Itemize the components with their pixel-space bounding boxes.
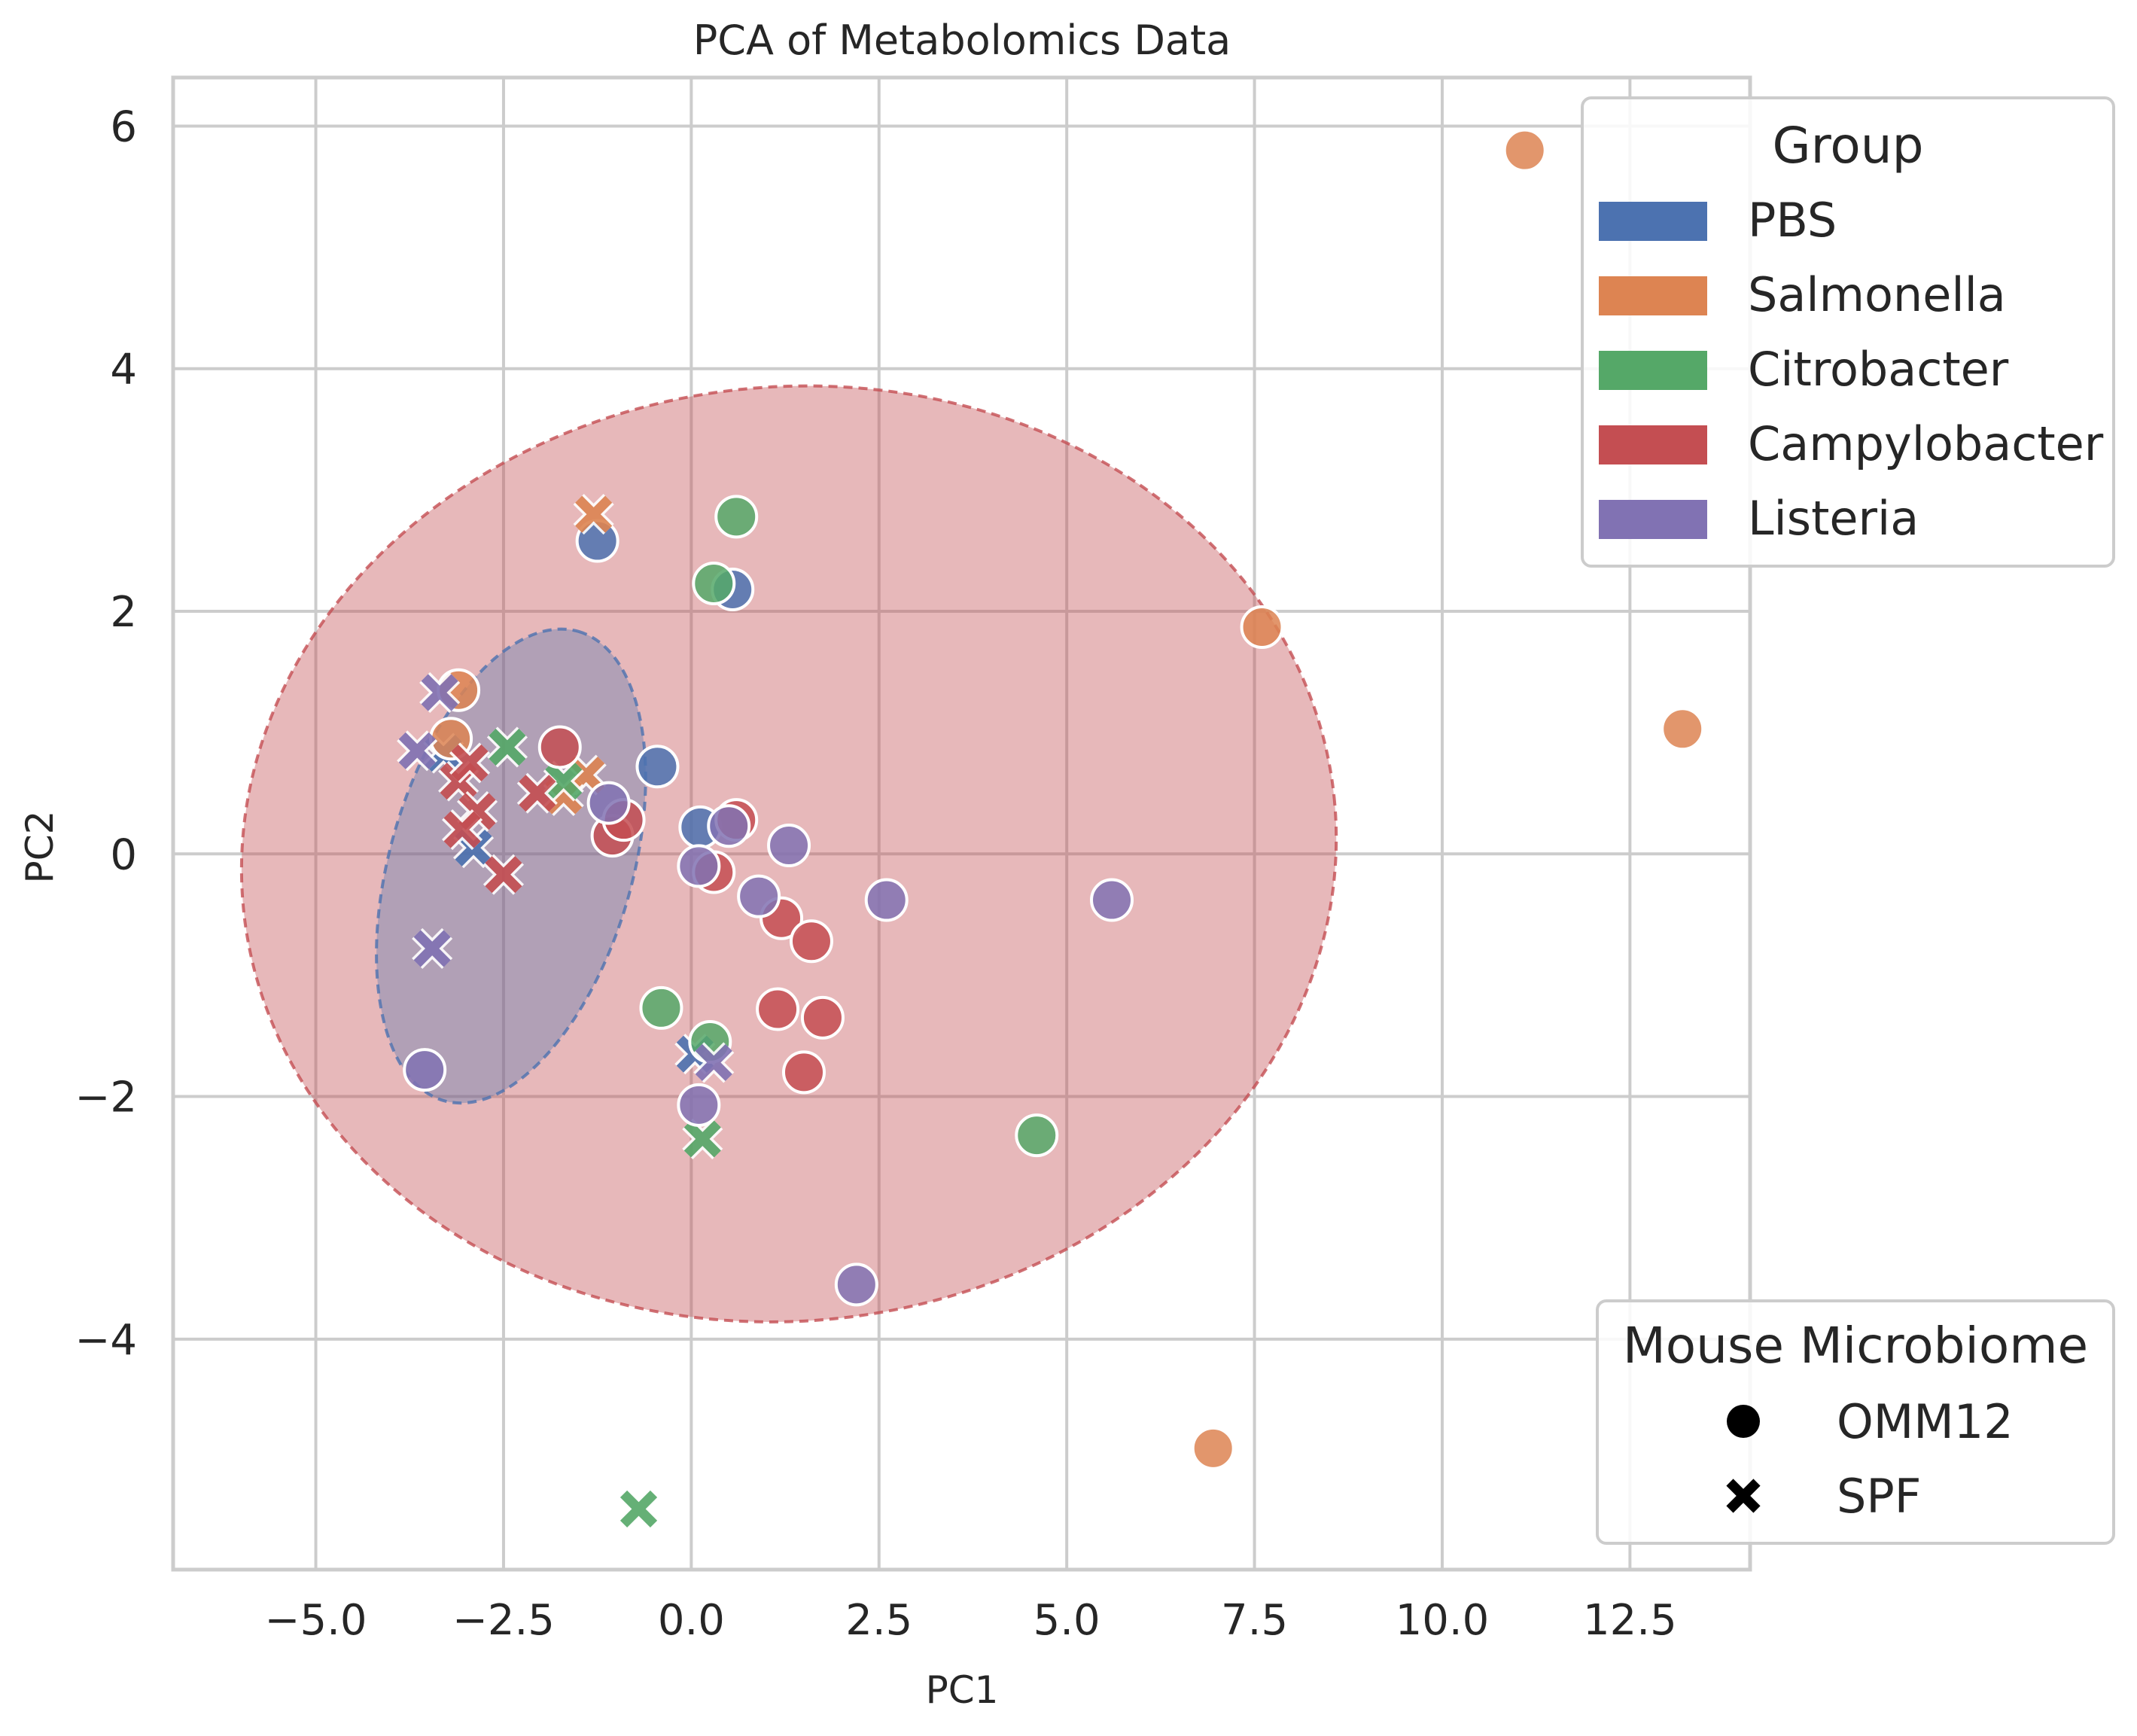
point-campylobacter-spf [516,772,558,814]
x-tick-label: −2.5 [452,1596,555,1645]
legend-swatch-listeria [1599,500,1707,539]
legend-swatch-citrobacter [1599,351,1707,390]
y-tick-label: 4 [110,346,137,394]
x-tick-label: 2.5 [845,1596,912,1645]
x-axis-label: PC1 [926,1668,999,1712]
point-citrobacter-omm12 [714,495,759,539]
point-campylobacter-spf [449,742,491,784]
microbiome-legend-title: Mouse Microbiome [1623,1317,2088,1375]
legend-label-spf: SPF [1837,1469,1921,1524]
point-campylobacter-omm12 [756,987,800,1031]
legend-label-omm12: OMM12 [1837,1394,2014,1449]
x-tick-label: 5.0 [1033,1596,1100,1645]
tick-labels: −5.0 −2.5 0.0 2.5 5.0 7.5 10.0 12.5 −4 −2 0 2 4 6 [75,102,1676,1645]
point-campylobacter-spf [442,809,483,851]
point-listeria-omm12 [834,1262,878,1307]
legend-x-icon [1726,1479,1761,1513]
legend-label-campylobacter: Campylobacter [1748,416,2104,471]
data-points [397,128,1705,1530]
x-tick-label: −5.0 [265,1596,367,1645]
legend-swatch-salmonella [1599,276,1707,315]
y-tick-label: −2 [75,1074,137,1122]
x-tick-label: 12.5 [1583,1596,1677,1645]
point-citrobacter-omm12 [692,561,736,605]
point-listeria-spf [397,730,438,772]
group-legend-title: Group [1773,117,1924,175]
point-salmonella-omm12 [1661,707,1705,751]
legend-swatch-pbs [1599,202,1707,241]
x-tick-label: 7.5 [1221,1596,1288,1645]
point-citrobacter-spf [486,726,528,768]
point-listeria-omm12 [677,1083,721,1127]
y-tick-label: 0 [110,830,137,879]
point-salmonella-spf [573,494,614,535]
point-campylobacter-omm12 [800,995,845,1040]
point-listeria-omm12 [586,781,631,825]
y-tick-label: 6 [110,102,137,151]
point-listeria-spf [693,1042,735,1083]
point-salmonella-omm12 [1240,605,1284,649]
microbiome-legend-box [1596,1299,2115,1545]
point-listeria-omm12 [864,878,909,922]
y-tick-label: 2 [110,588,137,637]
point-pbs-omm12 [635,745,680,789]
point-citrobacter-spf [682,1118,723,1160]
point-listeria-omm12 [707,804,751,848]
point-salmonella-omm12 [1191,1426,1235,1470]
y-axis-label: PC2 [18,811,62,884]
point-listeria-omm12 [1090,878,1134,922]
microbiome-legend: Mouse Microbiome OMM12 SPF [1596,1299,2115,1545]
x-tick-label: 10.0 [1396,1596,1490,1645]
legend-label-salmonella: Salmonella [1748,267,2006,322]
point-campylobacter-omm12 [789,919,833,964]
point-citrobacter-spf [543,760,584,802]
point-campylobacter-omm12 [782,1050,826,1095]
point-campylobacter-omm12 [537,725,582,769]
point-listeria-omm12 [403,1048,447,1092]
plot-frame [171,75,1752,1572]
legend-label-citrobacter: Citrobacter [1748,342,2009,397]
point-salmonella-omm12 [1502,128,1547,172]
point-citrobacter-spf [618,1488,659,1530]
point-listeria-omm12 [767,824,811,868]
legend-swatch-campylobacter [1599,425,1707,464]
legend-circle-icon [1727,1405,1760,1438]
point-citrobacter-omm12 [1015,1113,1059,1158]
point-listeria-omm12 [737,874,781,918]
group-legend-box [1581,96,2115,568]
x-tick-label: 0.0 [658,1596,725,1645]
point-listeria-spf [412,927,453,970]
y-tick-label: −4 [75,1316,137,1365]
chart-title: PCA of Metabolomics Data [693,17,1231,64]
group-legend: Group PBS Salmonella Citrobacter Campylobac… [1581,96,2115,568]
legend-label-pbs: PBS [1748,193,1837,248]
point-citrobacter-omm12 [639,985,683,1030]
point-listeria-spf [419,672,461,714]
point-campylobacter-spf [482,854,525,895]
point-listeria-omm12 [677,844,721,888]
legend-label-listeria: Listeria [1748,491,1919,546]
